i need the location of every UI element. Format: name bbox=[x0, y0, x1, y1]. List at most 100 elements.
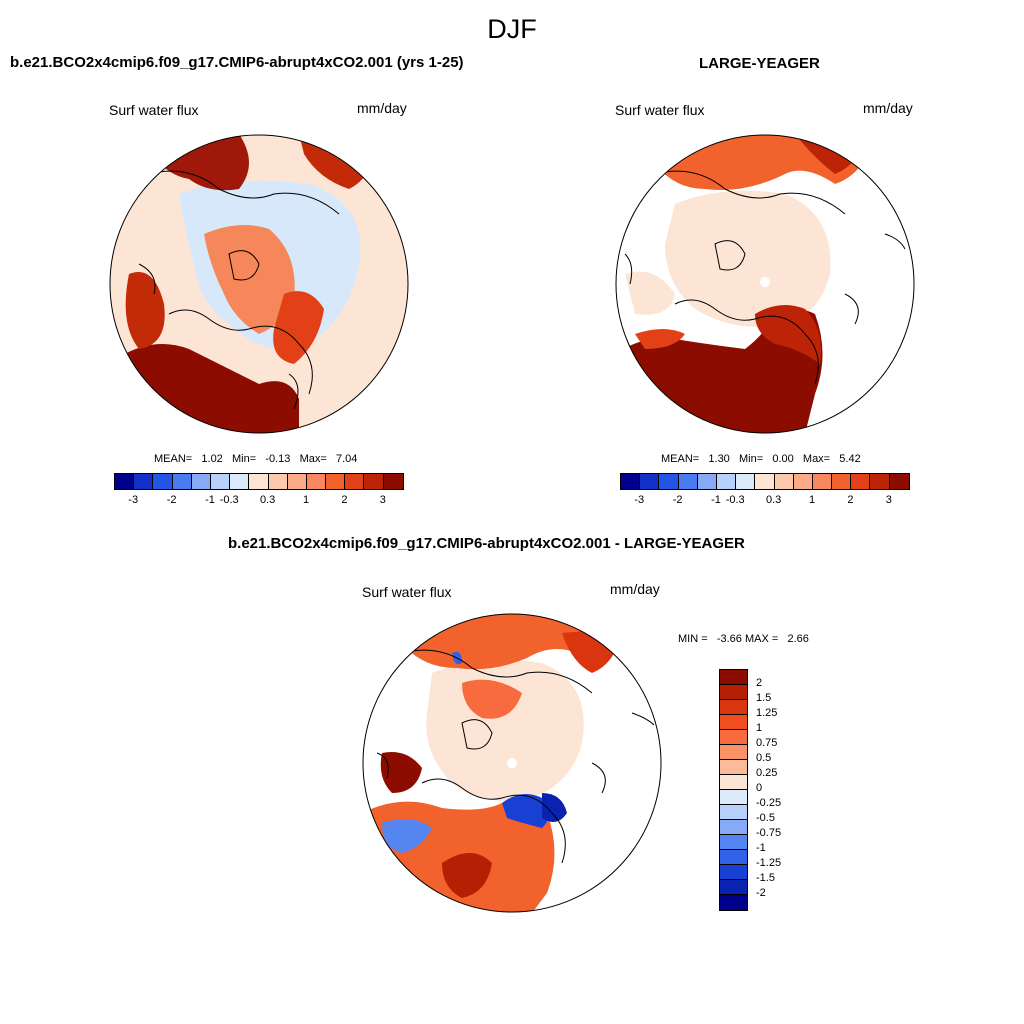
panel1-variable-label: Surf water flux bbox=[109, 102, 199, 118]
panel3-title: b.e21.BCO2x4cmip6.f09_g17.CMIP6-abrupt4x… bbox=[228, 535, 745, 552]
colorbar-swatch bbox=[720, 790, 747, 805]
colorbar-level-label: 1.5 bbox=[756, 692, 772, 704]
colorbar-tick-label: -1 bbox=[711, 494, 721, 506]
colorbar-swatch bbox=[720, 700, 747, 715]
panel1-stats: MEAN= 1.02 Min= -0.13 Max= 7.04 bbox=[154, 453, 357, 465]
panel1-colorbar bbox=[114, 473, 404, 490]
colorbar-tick-label: -2 bbox=[166, 494, 177, 506]
panel1-units-label: mm/day bbox=[357, 100, 407, 116]
colorbar-level-label: 0.75 bbox=[756, 737, 778, 749]
colorbar-swatch bbox=[720, 775, 747, 790]
colorbar-swatch bbox=[720, 760, 747, 775]
panel3-max-label: MAX = bbox=[744, 633, 779, 645]
colorbar-level-label: -2 bbox=[756, 887, 766, 899]
panel3-min-value: -3.66 bbox=[716, 633, 742, 645]
figure-title: DJF bbox=[487, 14, 537, 44]
panel2-min-value: 0.00 bbox=[772, 453, 794, 465]
colorbar-swatch bbox=[659, 474, 679, 489]
panel2-mean-label: MEAN= bbox=[661, 453, 700, 465]
colorbar-swatch bbox=[720, 730, 747, 745]
colorbar-swatch bbox=[345, 474, 365, 489]
panel2-colorbar bbox=[620, 473, 910, 490]
colorbar-swatch bbox=[889, 474, 909, 489]
colorbar-tick-label: 2 bbox=[341, 494, 348, 506]
colorbar-swatch bbox=[383, 474, 403, 489]
panel1-min-label: Min= bbox=[231, 453, 257, 465]
colorbar-tick-label: -3 bbox=[634, 494, 645, 506]
colorbar-swatch bbox=[697, 474, 717, 489]
colorbar-swatch bbox=[720, 670, 747, 685]
panel1-mean-label: MEAN= bbox=[154, 453, 193, 465]
colorbar-tick-label: 0.3 bbox=[259, 494, 276, 506]
colorbar-level-label: 1 bbox=[756, 722, 763, 734]
panel2-min-label: Min= bbox=[738, 453, 764, 465]
panel1-polar-map bbox=[109, 134, 409, 434]
panel1-mean-value: 1.02 bbox=[201, 453, 223, 465]
colorbar-tick-label: 3 bbox=[885, 494, 892, 506]
panel2-units-label: mm/day bbox=[863, 100, 913, 116]
colorbar-swatch bbox=[172, 474, 192, 489]
panel3-min-label: MIN = bbox=[678, 633, 708, 645]
panel1-max-label: Max= bbox=[299, 453, 327, 465]
colorbar-swatch bbox=[720, 805, 747, 820]
panel2-variable-label: Surf water flux bbox=[615, 102, 705, 118]
colorbar-level-label: -1 bbox=[756, 842, 766, 854]
colorbar-level-label: -0.25 bbox=[756, 797, 782, 809]
colorbar-swatch bbox=[621, 474, 641, 489]
colorbar-swatch bbox=[326, 474, 346, 489]
panel3-polar-map bbox=[362, 613, 662, 913]
colorbar-level-label: 0.5 bbox=[756, 752, 772, 764]
colorbar-swatch bbox=[287, 474, 307, 489]
colorbar-tick-label: 1 bbox=[302, 494, 310, 506]
colorbar-swatch bbox=[720, 895, 747, 910]
colorbar-swatch bbox=[720, 715, 747, 730]
colorbar-swatch bbox=[306, 474, 327, 489]
colorbar-swatch bbox=[736, 474, 756, 489]
colorbar-tick-label: 3 bbox=[379, 494, 386, 506]
colorbar-tick-label: -2 bbox=[672, 494, 683, 506]
colorbar-level-label: 0 bbox=[756, 782, 763, 794]
panel2-mean-value: 1.30 bbox=[708, 453, 730, 465]
panel1-max-value: 7.04 bbox=[335, 453, 358, 465]
colorbar-swatch bbox=[720, 745, 747, 760]
colorbar-swatch bbox=[774, 474, 794, 489]
panel2-max-label: Max= bbox=[802, 453, 831, 465]
colorbar-swatch bbox=[720, 850, 747, 865]
colorbar-swatch bbox=[720, 685, 747, 700]
panel2-stats: MEAN= 1.30 Min= 0.00 Max= 5.42 bbox=[661, 453, 861, 465]
colorbar-swatch bbox=[851, 474, 871, 489]
colorbar-level-label: -1.5 bbox=[756, 872, 775, 884]
panel2-max-value: 5.42 bbox=[839, 453, 861, 465]
colorbar-swatch bbox=[191, 474, 211, 489]
colorbar-swatch bbox=[268, 474, 288, 489]
panel1-title: b.e21.BCO2x4cmip6.f09_g17.CMIP6-abrupt4x… bbox=[10, 54, 464, 71]
colorbar-swatch bbox=[134, 474, 154, 489]
panel3-units-label: mm/day bbox=[610, 581, 660, 597]
colorbar-swatch bbox=[720, 820, 747, 835]
colorbar-level-label: -0.75 bbox=[756, 827, 782, 839]
colorbar-swatch bbox=[870, 474, 890, 489]
colorbar-swatch bbox=[793, 474, 813, 489]
colorbar-level-label: -1.25 bbox=[756, 857, 782, 869]
colorbar-swatch bbox=[812, 474, 833, 489]
colorbar-tick-label: -3 bbox=[128, 494, 139, 506]
colorbar-swatch bbox=[720, 880, 747, 895]
colorbar-tick-label: 1 bbox=[808, 494, 816, 506]
colorbar-swatch bbox=[364, 474, 384, 489]
colorbar-swatch bbox=[832, 474, 852, 489]
colorbar-swatch bbox=[755, 474, 775, 489]
colorbar-tick-label: -0.3 bbox=[725, 494, 745, 506]
colorbar-swatch bbox=[720, 835, 747, 850]
colorbar-tick-label: 2 bbox=[847, 494, 854, 506]
panel2-title: LARGE-YEAGER bbox=[699, 55, 820, 72]
colorbar-swatch bbox=[230, 474, 250, 489]
colorbar-swatch bbox=[115, 474, 135, 489]
colorbar-tick-label: -0.3 bbox=[219, 494, 239, 506]
colorbar-swatch bbox=[210, 474, 231, 489]
colorbar-swatch bbox=[640, 474, 660, 489]
panel1-min-value: -0.13 bbox=[265, 453, 291, 465]
panel3-stats: MIN = -3.66 MAX = 2.66 bbox=[678, 633, 809, 645]
colorbar-swatch bbox=[716, 474, 737, 489]
colorbar-level-label: 2 bbox=[756, 677, 763, 689]
panel3-colorbar bbox=[719, 669, 748, 911]
